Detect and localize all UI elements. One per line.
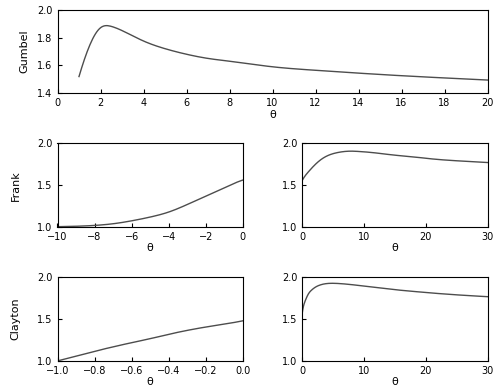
X-axis label: θ: θ (392, 377, 398, 386)
X-axis label: θ: θ (269, 110, 276, 120)
Y-axis label: Clayton: Clayton (10, 298, 20, 340)
Y-axis label: Gumbel: Gumbel (20, 30, 30, 73)
X-axis label: θ: θ (147, 243, 154, 253)
X-axis label: θ: θ (147, 377, 154, 386)
Y-axis label: Frank: Frank (10, 170, 20, 201)
X-axis label: θ: θ (392, 243, 398, 253)
